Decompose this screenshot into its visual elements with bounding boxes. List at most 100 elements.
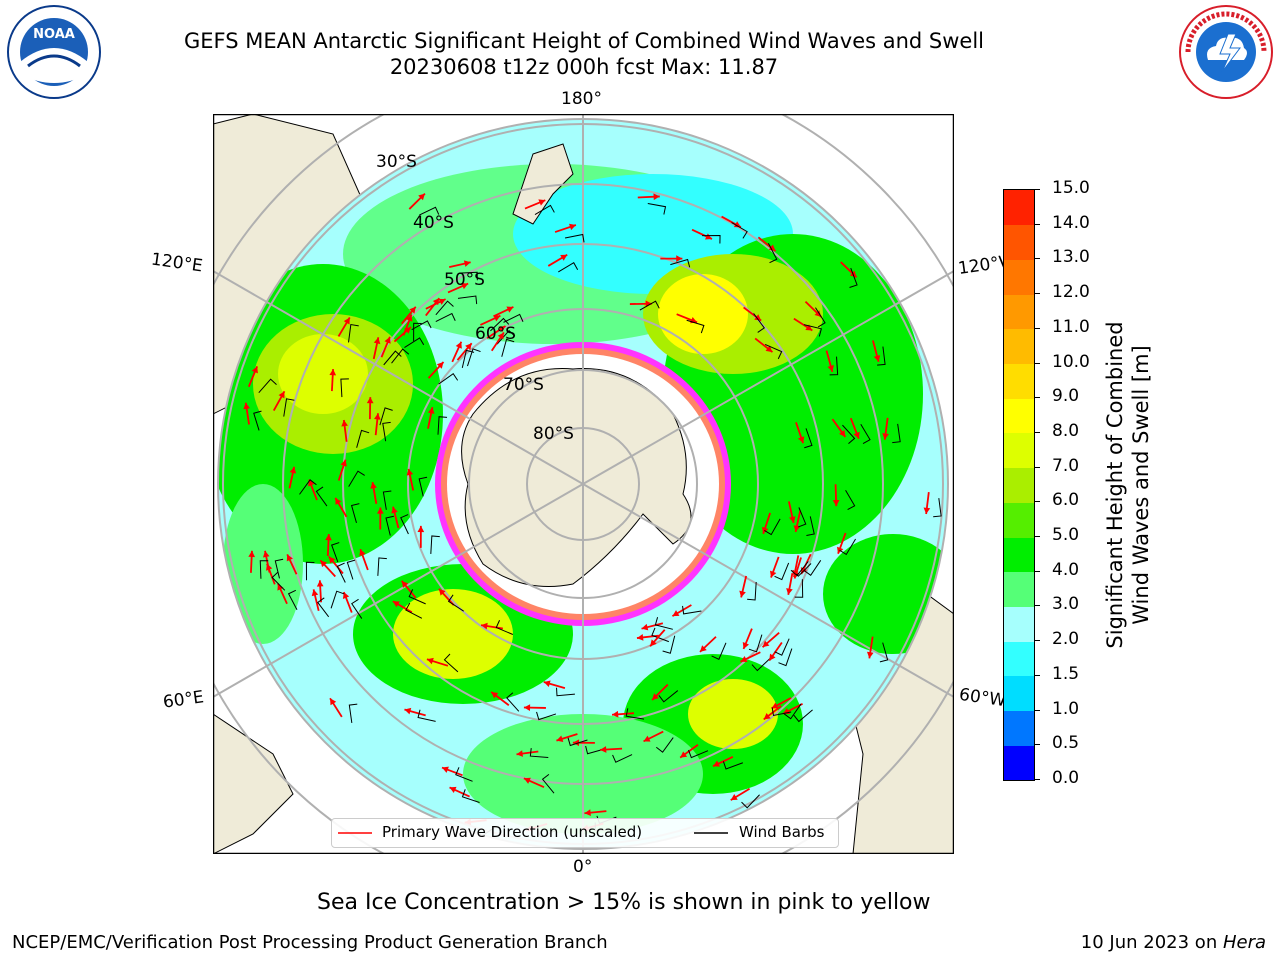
legend-wave-direction: Primary Wave Direction (unscaled)	[382, 823, 643, 841]
wind-barb	[418, 476, 428, 497]
colorbar-tick-label: 5.0	[1052, 525, 1080, 546]
wind-barb	[534, 204, 555, 216]
wave-arrow-head	[769, 653, 776, 661]
wind-barb	[567, 737, 588, 747]
lat-label-30s: 30°S	[376, 152, 417, 172]
meridian-lines	[213, 114, 954, 854]
wind-barb	[748, 634, 763, 653]
colorbar-tick-mark	[1034, 605, 1040, 607]
wave-arrow-head	[342, 592, 350, 599]
wave-arrow-head	[832, 499, 840, 507]
wind-barb	[879, 642, 889, 663]
wave-arrow-head	[286, 554, 293, 562]
wave-arrow-head	[409, 306, 416, 314]
wind-barb	[457, 295, 478, 305]
wave-arrow-head	[712, 760, 720, 767]
lat-label-40s: 40°S	[413, 213, 454, 233]
colorbar-tick-label: 12.0	[1052, 282, 1090, 303]
wave-arrow-head	[672, 610, 680, 617]
colorbar-segment	[1004, 571, 1034, 607]
wind-barb	[845, 489, 856, 511]
colorbar-tick-mark	[1034, 397, 1040, 399]
colorbar-tick-label: 8.0	[1052, 420, 1080, 441]
wave-arrow-head	[497, 332, 504, 340]
wave-arrow-head	[493, 315, 501, 322]
wind-barb	[506, 692, 520, 712]
wave-arrow-head	[538, 199, 546, 206]
wind-barb	[804, 428, 813, 449]
footer-left: NCEP/EMC/Verification Post Processing Pr…	[12, 932, 608, 953]
colorbar-segment	[1004, 432, 1034, 469]
wind-barb	[330, 590, 345, 609]
wave-arrow-head	[636, 634, 644, 641]
wind-barb	[558, 262, 579, 273]
colorbar-tick-mark	[1034, 189, 1040, 190]
wind-barb	[842, 424, 856, 445]
wind-barb	[783, 703, 802, 720]
wind-barb	[411, 320, 432, 331]
wave-arrow-head	[438, 588, 446, 596]
legend-wind-barbs: Wind Barbs	[739, 823, 825, 841]
wave-arrow-head	[463, 260, 471, 267]
colorbar-tick-mark	[1034, 674, 1040, 676]
wind-barb	[849, 267, 858, 288]
map-legend: Primary Wave Direction (unscaled) Wind B…	[331, 818, 839, 848]
wave-arrow-head	[506, 306, 514, 313]
noaa-logo: NOAA	[6, 4, 102, 100]
colorbar-segment	[1004, 398, 1034, 434]
wind-barb	[639, 300, 660, 311]
wind-barb	[400, 514, 409, 535]
wind-barb	[556, 687, 575, 697]
wave-arrow-head	[762, 640, 770, 648]
wave-arrow-head	[730, 794, 738, 801]
colorbar-tick-mark	[1034, 744, 1040, 746]
colorbar-tick-label: 0.5	[1052, 733, 1080, 754]
colorbar-tick-label: 7.0	[1052, 455, 1080, 476]
colorbar-segment	[1004, 259, 1034, 295]
wind-barb	[778, 648, 793, 667]
wind-barb	[647, 203, 667, 215]
colorbar-tick-label: 10.0	[1052, 351, 1090, 372]
wave-arrow-head	[406, 314, 413, 322]
wind-barb	[348, 323, 359, 343]
lon-label-60e: 60°E	[161, 687, 206, 713]
wave-arrow-head	[853, 431, 860, 439]
wave-arrow-head	[786, 588, 793, 595]
wave-arrow-head	[771, 702, 779, 709]
colorbar-tick-label: 3.0	[1052, 594, 1080, 615]
wave-arrow-head	[641, 623, 649, 631]
wind-barb	[747, 581, 757, 601]
wind-barb	[356, 429, 370, 448]
wave-arrow-head	[827, 365, 834, 372]
wave-arrow-head	[316, 580, 324, 587]
wave-arrow-head	[882, 433, 889, 440]
wind-barb	[317, 597, 330, 618]
wind-barb	[271, 571, 286, 591]
africa-land	[213, 713, 294, 854]
colorbar-tick-mark	[1034, 293, 1040, 295]
wave-arrow-head	[417, 525, 425, 533]
wind-barb	[382, 421, 391, 442]
wave-arrow-head	[438, 298, 446, 305]
colorbar-segment	[1004, 675, 1034, 712]
wave-arrow-head	[277, 583, 284, 591]
wave-arrow-head	[653, 193, 660, 201]
wave-arrow-head	[278, 391, 285, 399]
wave-arrow-head	[335, 497, 342, 505]
wind-barb	[315, 486, 328, 507]
wave-arrow-head	[498, 326, 506, 333]
wave-arrow-head	[572, 739, 580, 747]
colorbar-segment	[1004, 224, 1034, 260]
colorbar	[1003, 189, 1035, 781]
wind-barb	[803, 324, 822, 337]
wave-arrow-head	[427, 407, 435, 414]
wind-barb	[438, 373, 459, 385]
colorbar-tick-label: 1.0	[1052, 698, 1080, 719]
wave-arrow-head	[650, 639, 657, 647]
wind-barb	[461, 349, 475, 368]
wave-arrow-head	[384, 336, 391, 344]
wind-barb	[404, 337, 425, 348]
wind-barb	[405, 602, 423, 619]
wind-barb	[764, 518, 781, 536]
wind-barb	[495, 620, 514, 635]
